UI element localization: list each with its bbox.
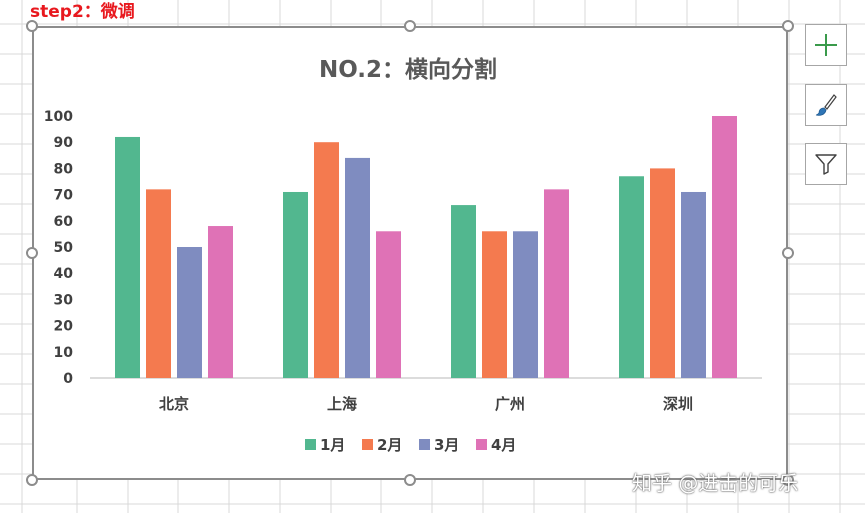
bar [650,168,675,378]
bar [681,191,706,378]
bar [115,136,140,378]
resize-handle-bottom-left[interactable] [26,474,38,486]
legend-swatch [419,439,430,450]
resize-handle-bottom-center[interactable] [404,474,416,486]
y-tick-label: 70 [54,188,74,204]
y-tick-label: 30 [54,292,74,308]
legend-label: 4月 [491,436,516,454]
legend-swatch [305,439,316,450]
y-tick-label: 40 [54,266,74,282]
legend-label: 1月 [320,436,345,454]
chart-filters-button[interactable] [805,143,847,185]
plus-icon [815,34,837,56]
legend-swatch [476,439,487,450]
bar [544,189,569,378]
bar [451,205,476,378]
bar [513,231,538,378]
chart-styles-button[interactable] [805,84,847,126]
y-tick-label: 50 [54,240,74,256]
resize-handle-bottom-right[interactable] [782,474,794,486]
watermark: 知乎 @进击的可乐 [632,471,799,495]
y-tick-label: 20 [54,319,74,335]
bar [345,157,370,378]
x-tick-label: 深圳 [663,395,693,413]
resize-handle-top-right[interactable] [782,20,794,32]
legend-swatch [362,439,373,450]
bar [619,176,644,378]
bar [208,226,233,378]
legend-label: 3月 [434,436,459,454]
bar [146,189,171,378]
bar [314,142,339,378]
chart-title: NO.2：横向分割 [319,56,497,83]
bar [177,247,202,378]
bar [482,231,507,378]
resize-handle-middle-right[interactable] [782,247,794,259]
y-tick-label: 100 [44,109,73,125]
y-tick-label: 60 [54,214,74,230]
filter-icon [815,154,837,175]
bar [283,191,308,378]
y-tick-label: 0 [63,371,73,387]
chart-elements-button[interactable] [805,24,847,66]
x-tick-label: 北京 [159,395,189,413]
y-tick-label: 80 [54,161,74,177]
paintbrush-icon [815,94,837,116]
step-label: step2：微调 [30,2,135,22]
x-tick-label: 广州 [495,395,525,413]
x-tick-label: 上海 [327,395,357,413]
bar [712,116,737,378]
legend-label: 2月 [377,436,402,454]
bar [376,231,401,378]
resize-handle-middle-left[interactable] [26,247,38,259]
resize-handle-top-left[interactable] [26,20,38,32]
resize-handle-top-center[interactable] [404,20,416,32]
y-tick-label: 10 [54,345,74,361]
y-tick-label: 90 [54,135,74,151]
